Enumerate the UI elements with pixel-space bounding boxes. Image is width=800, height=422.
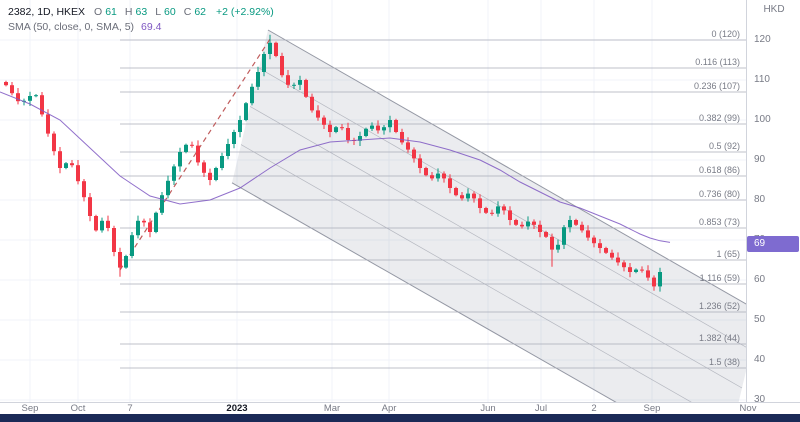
symbol-legend[interactable]: 2382, 1D, HKEX O 61 H 63 L 60 C 62 +2 (+2.92… <box>8 5 279 20</box>
svg-text:1.382 (44): 1.382 (44) <box>699 333 740 343</box>
price-tick: 30 <box>754 394 766 405</box>
svg-text:0.5 (92): 0.5 (92) <box>709 141 740 151</box>
sma-line <box>0 91 671 243</box>
open-label: O <box>94 6 103 18</box>
time-label: Oct <box>70 403 86 414</box>
time-label: Sep <box>643 403 661 414</box>
svg-text:1 (65): 1 (65) <box>716 249 740 259</box>
svg-text:1.5 (38): 1.5 (38) <box>709 357 740 367</box>
price-tick: 50 <box>754 314 766 325</box>
price-axis[interactable]: HKD 12011010090807060504030 <box>746 0 800 405</box>
high-label: H <box>124 6 133 18</box>
price-tick: 90 <box>754 154 766 165</box>
price-tick: 60 <box>754 274 766 285</box>
time-label: 2 <box>591 403 597 414</box>
bottom-bar <box>0 414 800 422</box>
change-value: +2 (+2.92%) <box>216 6 274 18</box>
sma-legend[interactable]: SMA (50, close, 0, SMA, 5) 69.4 <box>8 20 279 35</box>
time-labels: Sep Oct 7 2023 Mar Apr Jun Jul 2 Sep Nov <box>0 403 800 415</box>
high-value: 63 <box>135 6 148 18</box>
price-tick: 100 <box>754 114 771 125</box>
svg-text:0.116 (113): 0.116 (113) <box>695 57 740 67</box>
time-label: 2023 <box>226 403 248 414</box>
price-chart-svg[interactable]: 0 (120) 0.116 (113) 0.236 (107) 0.382 (99) 0… <box>0 0 746 402</box>
svg-text:0.236 (107): 0.236 (107) <box>694 81 740 91</box>
fib-retracement: 0 (120) 0.116 (113) 0.236 (107) 0.382 (99) 0… <box>120 29 746 369</box>
price-tick: 120 <box>754 34 771 45</box>
close-label: C <box>183 6 192 18</box>
chart-area[interactable]: 0 (120) 0.116 (113) 0.236 (107) 0.382 (99) 0… <box>0 0 746 402</box>
currency-label: HKD <box>763 4 785 15</box>
svg-text:0.618 (86): 0.618 (86) <box>699 165 740 175</box>
svg-text:1.236 (52): 1.236 (52) <box>699 301 740 311</box>
sma-value: 69.4 <box>141 21 162 33</box>
low-label: L <box>155 6 162 18</box>
close-value: 62 <box>194 6 206 18</box>
time-label: Mar <box>323 403 341 414</box>
candles-layer <box>4 34 662 292</box>
open-value: 61 <box>105 6 117 18</box>
time-label: 7 <box>127 403 133 414</box>
sma-label: SMA (50, close, 0, SMA, 5) <box>8 21 135 33</box>
channel-drawing <box>231 29 746 402</box>
sma-price-badge: 69 <box>747 236 799 252</box>
price-tick: 110 <box>754 74 770 85</box>
svg-text:0.853 (73): 0.853 (73) <box>699 217 740 227</box>
time-label: Jul <box>534 403 548 414</box>
time-label: Apr <box>381 403 397 414</box>
low-value: 60 <box>164 6 176 18</box>
time-label: Jun <box>480 403 496 414</box>
price-tick: 40 <box>754 354 766 365</box>
time-axis[interactable]: Sep Oct 7 2023 Mar Apr Jun Jul 2 Sep Nov <box>0 402 800 415</box>
svg-text:0.382 (99): 0.382 (99) <box>699 113 740 123</box>
svg-text:0.736 (80): 0.736 (80) <box>699 189 740 199</box>
symbol-title: 2382, 1D, HKEX <box>8 6 86 18</box>
svg-text:0 (120): 0 (120) <box>711 29 740 39</box>
svg-text:1.116 (59): 1.116 (59) <box>700 273 740 283</box>
time-label: Nov <box>739 403 757 414</box>
time-label: Sep <box>21 403 39 414</box>
chart-legend: 2382, 1D, HKEX O 61 H 63 L 60 C 62 +2 (+2.92… <box>8 5 279 35</box>
price-tick: 80 <box>754 194 766 205</box>
